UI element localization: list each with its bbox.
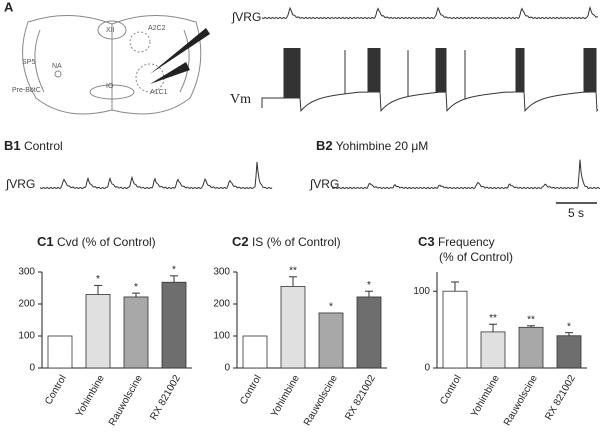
x-tick-label: RX 821002 xyxy=(543,373,578,422)
trace-label: ∫VRG xyxy=(231,10,261,24)
bar xyxy=(161,281,187,369)
diagram-label: Pre-BötC xyxy=(12,87,41,94)
panel-label: C2 xyxy=(232,234,249,249)
panel-label: C3 xyxy=(418,234,435,249)
x-tick-label: RX 821002 xyxy=(343,373,378,422)
bar xyxy=(318,312,344,369)
scale-bar-label: 5 s xyxy=(568,206,584,220)
y-tick-label: 300 xyxy=(18,267,35,278)
bar xyxy=(242,335,268,369)
x-tick-label: Yohimbine xyxy=(469,373,502,419)
panel-label: B1 xyxy=(4,138,21,153)
significance: * xyxy=(329,302,333,313)
significance: ** xyxy=(289,265,297,276)
diagram-label: NA xyxy=(52,63,62,70)
panel-title-text: Control xyxy=(24,139,63,153)
chart-subtitle: (% of Control) xyxy=(439,250,513,264)
significance: * xyxy=(172,264,176,275)
diagram-label: XII xyxy=(106,27,115,34)
chart-title-text: IS (% of Control) xyxy=(252,235,341,249)
diagram-label: A2C2 xyxy=(148,25,166,32)
y-tick-label: 0 xyxy=(224,363,230,374)
bar xyxy=(480,331,506,369)
x-tick-label: Yohimbine xyxy=(74,373,107,419)
significance: ** xyxy=(489,313,497,324)
panel-label: B2 xyxy=(316,138,333,153)
trace xyxy=(261,48,599,113)
panel-label: C1 xyxy=(37,234,54,249)
y-tick-label: 0 xyxy=(424,363,430,374)
x-tick-label: RX 821002 xyxy=(148,373,183,422)
x-tick-label: Yohimbine xyxy=(269,373,302,419)
trace xyxy=(39,161,273,190)
y-tick-label: 100 xyxy=(18,331,35,342)
diagram-label: IO xyxy=(106,83,114,90)
bar xyxy=(356,296,382,369)
significance: ** xyxy=(527,314,535,325)
trace-label: Vm xyxy=(230,92,251,107)
significance: * xyxy=(367,280,371,291)
panel-label: A xyxy=(4,0,14,14)
panel-title: B2 Yohimbine 20 μM xyxy=(316,138,428,153)
chart-title-text: Cvd (% of Control) xyxy=(57,235,156,249)
diagram-label: A1C1 xyxy=(150,89,168,96)
significance: * xyxy=(134,282,138,293)
bar xyxy=(85,293,111,369)
chart-title: C2 IS (% of Control) xyxy=(232,234,341,249)
trace-label: ∫VRG xyxy=(309,177,339,191)
significance: * xyxy=(567,321,571,332)
trace xyxy=(331,159,601,190)
y-tick-label: 100 xyxy=(213,331,230,342)
trace-label: ∫VRG xyxy=(5,177,35,191)
chart-title: C3 Frequency xyxy=(418,234,495,249)
traces xyxy=(39,5,601,190)
bar xyxy=(47,335,73,369)
panel-title: B1 Control xyxy=(4,138,63,153)
bar xyxy=(518,326,544,369)
panel-title-text: Yohimbine 20 μM xyxy=(336,139,429,153)
trace xyxy=(261,5,599,20)
x-tick-label: Rauwolscine xyxy=(302,373,340,428)
chart-title: C1 Cvd (% of Control) xyxy=(37,234,156,249)
bar xyxy=(556,335,582,369)
bar xyxy=(280,285,306,369)
y-tick-label: 200 xyxy=(18,299,35,310)
significance: * xyxy=(96,274,100,285)
chart-title-text: Frequency xyxy=(438,235,495,249)
electrode xyxy=(150,28,210,74)
bar xyxy=(123,296,149,369)
bar xyxy=(442,290,468,369)
x-tick-label: Rauwolscine xyxy=(107,373,145,428)
y-tick-label: 200 xyxy=(213,299,230,310)
x-tick-label: Control xyxy=(238,373,264,406)
y-tick-label: 0 xyxy=(29,363,35,374)
brainstem-diagram xyxy=(22,15,202,115)
charts: C1 Cvd (% of Control) 0 100 200 300 Control * Y… xyxy=(18,234,587,428)
diagram-label: SP5 xyxy=(22,59,35,66)
x-tick-label: Control xyxy=(438,373,464,406)
electrode xyxy=(150,62,190,84)
x-tick-label: Control xyxy=(43,373,69,406)
y-tick-label: 300 xyxy=(213,267,230,278)
x-tick-label: Rauwolscine xyxy=(502,373,540,428)
y-tick-label: 100 xyxy=(413,286,430,297)
